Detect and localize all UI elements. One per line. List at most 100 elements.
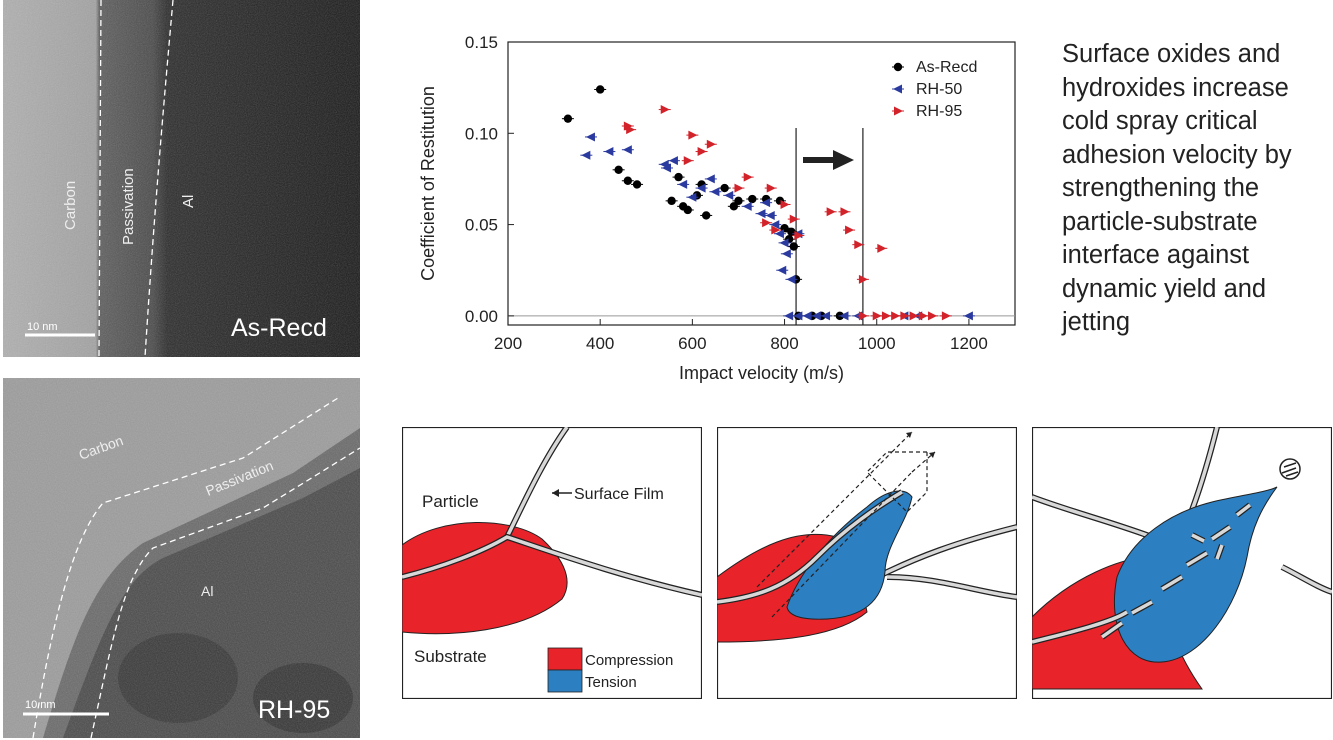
data-point [604, 147, 614, 157]
summary-line: strengthening the [1062, 174, 1260, 202]
data-point [720, 183, 729, 193]
legend-marker [893, 84, 902, 94]
al-label: Al [201, 583, 213, 599]
al-label: Al [180, 195, 197, 208]
data-point [674, 172, 683, 182]
data-point [784, 311, 794, 321]
data-point [770, 220, 780, 230]
summary-line: jetting [1062, 308, 1131, 336]
data-point [734, 196, 743, 206]
passivation-label: Passivation [120, 168, 137, 245]
data-point [632, 180, 642, 189]
summary-line: cold spray critical [1062, 107, 1258, 135]
data-point [765, 210, 775, 220]
tem-image-as-recd: Carbon Passivation Al 10 nm As-Recd [3, 0, 360, 357]
x-axis-label: Impact velocity (m/s) [679, 363, 844, 383]
data-point [729, 202, 739, 211]
legend-label: RH-95 [916, 103, 962, 120]
data-point [774, 229, 784, 239]
summary-line: Surface oxides and [1062, 40, 1281, 68]
data-point [789, 242, 798, 251]
data-point [845, 225, 855, 235]
tension-swatch [547, 669, 583, 693]
x-tick-label: 800 [770, 334, 798, 353]
y-tick-label: 0.15 [465, 33, 498, 52]
data-point [626, 125, 636, 135]
legend-label: As-Recd [916, 59, 977, 76]
data-point [697, 147, 707, 157]
right-arrow-icon [803, 150, 854, 170]
surface-film-label: Surface Film [574, 486, 664, 503]
data-point [779, 238, 789, 248]
legend-marker [893, 62, 903, 72]
restitution-chart: 200 400 600 800 1000 1200 0.00 0.05 0.10 0.15 As-… [400, 20, 1040, 405]
compression-swatch [547, 647, 583, 671]
series-rh-95 [621, 105, 952, 321]
data-point [840, 207, 850, 217]
data-point [802, 311, 812, 321]
data-point [854, 240, 864, 250]
x-tick-label: 200 [494, 334, 522, 353]
scale-bar-label: 10 nm [27, 321, 58, 333]
data-point [900, 311, 910, 321]
data-point [622, 145, 632, 155]
data-point [839, 311, 849, 321]
data-point [891, 311, 901, 321]
data-point [811, 311, 821, 321]
data-point [585, 132, 595, 142]
compression-legend: Compression [585, 652, 673, 669]
y-axis-label: Coefficient of Restitution [418, 86, 438, 281]
data-point [909, 311, 919, 321]
data-point [794, 231, 804, 241]
data-point [756, 209, 766, 219]
summary-line: dynamic yield and [1062, 274, 1267, 303]
data-point [687, 192, 697, 202]
data-point [743, 172, 753, 182]
data-point [581, 150, 591, 160]
data-point [781, 249, 791, 259]
summary-text: Surface oxides and hydroxides increase c… [1062, 38, 1332, 340]
data-point [826, 207, 836, 217]
data-point [928, 311, 938, 321]
y-tick-label: 0.05 [465, 216, 498, 235]
summary-line: particle-substrate [1062, 207, 1258, 236]
data-point [761, 198, 771, 208]
substrate-label: Substrate [414, 647, 487, 666]
data-point [701, 211, 711, 220]
summary-line: adhesion velocity by [1062, 140, 1292, 169]
tension-legend: Tension [585, 674, 637, 691]
x-tick-label: 1200 [950, 334, 988, 353]
series-rh-50 [580, 132, 975, 321]
data-point [789, 214, 799, 224]
data-point [918, 311, 928, 321]
data-point [786, 274, 796, 284]
data-point [706, 139, 716, 149]
data-point [858, 311, 868, 321]
plot-frame [507, 41, 1016, 326]
data-point [748, 194, 757, 204]
data-point [771, 225, 781, 235]
y-tick-label: 0.00 [465, 307, 498, 326]
data-point [563, 114, 573, 123]
data-point [762, 218, 772, 228]
data-point [623, 176, 633, 185]
data-point [724, 190, 734, 200]
data-point [614, 165, 623, 175]
data-point [793, 311, 803, 321]
data-point [696, 183, 706, 193]
data-point [872, 311, 882, 321]
data-point [821, 311, 831, 321]
particle-label: Particle [422, 492, 479, 511]
summary-line: hydroxides increase [1062, 73, 1289, 102]
data-point [683, 156, 693, 166]
data-point [678, 179, 688, 189]
data-point [742, 201, 752, 211]
data-point [941, 311, 951, 321]
data-point [660, 105, 670, 115]
data-point [881, 311, 891, 321]
data-point [662, 163, 672, 173]
summary-line: interface against [1062, 241, 1250, 269]
x-tick-label: 1000 [858, 334, 896, 353]
series-as-recd [561, 85, 846, 321]
data-point [623, 121, 633, 131]
